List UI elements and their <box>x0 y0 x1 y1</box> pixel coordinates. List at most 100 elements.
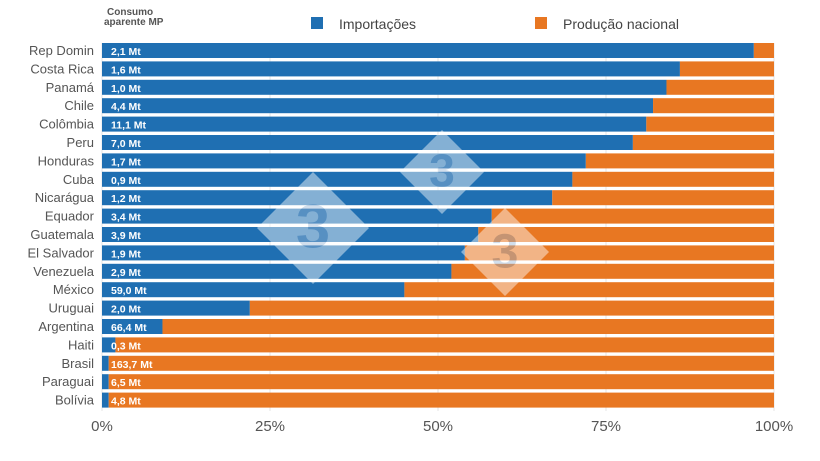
category-label: Guatemala <box>30 227 94 242</box>
category-label: México <box>53 282 94 297</box>
category-label: Nicarágua <box>35 190 95 205</box>
category-label: Uruguai <box>48 301 94 316</box>
bar-data-label: 4,8 Mt <box>111 396 141 408</box>
category-label: Bolívia <box>55 393 95 408</box>
bar-data-label: 6,5 Mt <box>111 377 141 389</box>
watermark: 333 <box>257 130 549 296</box>
legend-label: Produção nacional <box>563 16 679 32</box>
bar-producao-nacional <box>108 355 775 371</box>
bar-producao-nacional <box>491 208 774 224</box>
category-label: El Salvador <box>28 245 95 260</box>
category-label: Panamá <box>46 80 95 95</box>
bar-producao-nacional <box>162 319 775 334</box>
bar-producao-nacional <box>249 300 775 316</box>
bar-importacoes <box>102 135 633 150</box>
bar-data-label: 1,9 Mt <box>111 248 141 260</box>
watermark-diamond <box>400 130 484 214</box>
category-label: Argentina <box>38 319 94 334</box>
bar-importacoes <box>102 116 647 132</box>
bar-data-label: 2,0 Mt <box>111 304 141 316</box>
category-label: Honduras <box>38 153 95 168</box>
x-tick-label: 100% <box>755 418 793 435</box>
bar-data-label: 3,4 Mt <box>111 212 141 224</box>
bar-data-label: 11,1 Mt <box>111 120 147 132</box>
bar-importacoes <box>102 282 405 298</box>
bar-data-label: 2,1 Mt <box>111 46 141 58</box>
bar-data-label: 4,4 Mt <box>111 101 141 113</box>
bar-producao-nacional <box>632 135 774 150</box>
legend-label: Importações <box>339 16 416 32</box>
category-labels: Rep Domin Costa Rica Panamá Chile Colômbia Pe… <box>28 43 95 408</box>
bar-importacoes <box>102 263 452 279</box>
bar-data-label: 66,4 Mt <box>111 322 147 334</box>
bar-data-label: 163,7 Mt <box>111 359 153 371</box>
bar-producao-nacional <box>464 245 774 261</box>
bar-importacoes <box>102 355 109 371</box>
bar-data-label: 1,7 Mt <box>111 156 141 168</box>
bar-importacoes <box>102 300 250 316</box>
column-header-line2: aparente MP <box>104 17 164 28</box>
bar-importacoes <box>102 171 573 187</box>
category-label: Equador <box>45 209 95 224</box>
bar-importacoes <box>102 392 109 408</box>
x-tick-label: 50% <box>423 418 453 435</box>
column-header-line1: Consumo <box>107 7 153 18</box>
bar-producao-nacional <box>572 171 774 187</box>
bar-data-label: 2,9 Mt <box>111 267 141 279</box>
bar-producao-nacional <box>552 190 774 206</box>
bar-importacoes <box>102 337 116 353</box>
bar-data-label: 1,2 Mt <box>111 193 141 205</box>
bar-labels: 2,1 Mt 1,6 Mt 1,0 Mt 4,4 Mt 11,1 Mt 7,0 Mt 1,7… <box>111 46 153 408</box>
bar-importacoes <box>102 319 163 334</box>
bar-producao-nacional <box>585 153 774 169</box>
bar-producao-nacional <box>451 263 774 279</box>
x-tick-label: 0% <box>91 418 113 435</box>
bar-producao-nacional <box>404 282 774 298</box>
bar-producao-nacional <box>115 337 774 353</box>
bar-data-label: 3,9 Mt <box>111 230 141 242</box>
category-label: Colômbia <box>39 117 95 132</box>
bar-importacoes <box>102 190 553 206</box>
category-label: Rep Domin <box>29 43 94 58</box>
bar-importacoes <box>102 98 654 114</box>
x-tick-label: 25% <box>255 418 285 435</box>
bar-importacoes <box>102 374 109 390</box>
bar-importacoes <box>102 79 667 95</box>
bar-importacoes <box>102 43 754 58</box>
category-label: Venezuela <box>33 264 94 279</box>
bar-data-label: 1,0 Mt <box>111 83 141 95</box>
bar-importacoes <box>102 153 586 169</box>
bar-importacoes <box>102 61 680 77</box>
category-label: Chile <box>64 98 94 113</box>
category-label: Brasil <box>61 356 94 371</box>
legend-swatch <box>535 17 547 29</box>
bar-producao-nacional <box>646 116 774 132</box>
bar-data-label: 0,3 Mt <box>111 340 141 352</box>
legend: Importações Produção nacional <box>311 16 679 32</box>
watermark-logo-text: 3 <box>492 224 519 278</box>
bar-importacoes <box>102 227 479 242</box>
category-label: Costa Rica <box>30 61 94 76</box>
bar-producao-nacional <box>653 98 774 114</box>
bar-data-label: 0,9 Mt <box>111 175 141 187</box>
bar-importacoes <box>102 245 465 261</box>
bar-data-label: 7,0 Mt <box>111 138 141 150</box>
bar-data-label: 59,0 Mt <box>111 285 147 297</box>
category-label: Peru <box>67 135 94 150</box>
legend-swatch <box>311 17 323 29</box>
watermark-diamond <box>257 172 369 284</box>
category-label: Haiti <box>68 337 94 352</box>
bar-producao-nacional <box>108 392 775 408</box>
bar-producao-nacional <box>666 79 774 95</box>
bar-importacoes <box>102 208 492 224</box>
bar-producao-nacional <box>679 61 774 77</box>
bars <box>102 43 775 408</box>
bar-producao-nacional <box>108 374 775 390</box>
x-axis: 0% 25% 50% 75% 100% <box>91 418 793 435</box>
watermark-logo-text: 3 <box>296 193 330 262</box>
bar-data-label: 1,6 Mt <box>111 64 141 76</box>
category-label: Cuba <box>63 172 95 187</box>
x-tick-label: 75% <box>591 418 621 435</box>
